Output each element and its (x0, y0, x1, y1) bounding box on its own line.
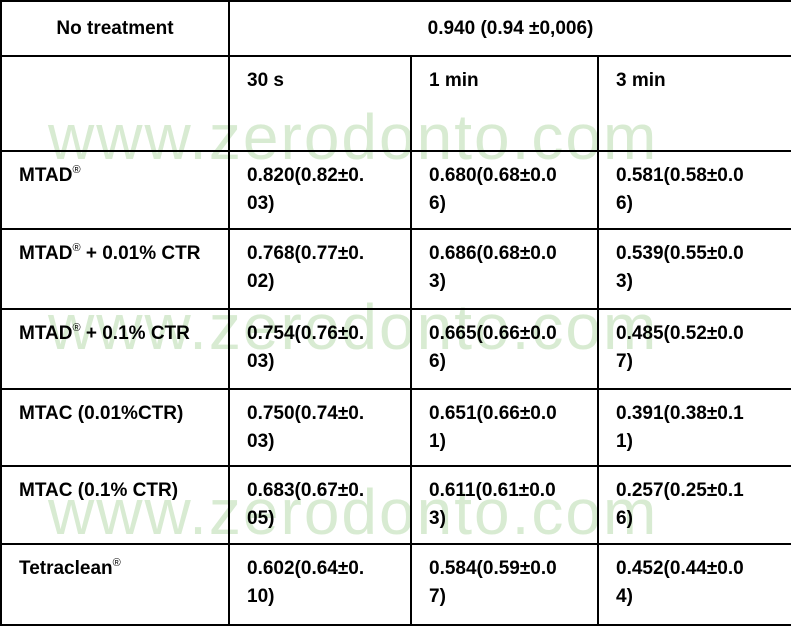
label-text: MTAC (0.1% CTR) (19, 480, 179, 501)
value-cell: 0.754(0.76±0.03) (228, 308, 412, 390)
value-cell: 0.750(0.74±0.03) (228, 388, 412, 467)
value-cell: 0.651(0.66±0.01) (410, 388, 599, 467)
value-cell: 0.680(0.68±0.06) (410, 150, 599, 230)
row-label: MTAC (0.01%CTR) (0, 388, 230, 467)
column-header: 3 min (597, 55, 791, 152)
value-cell: 0.611(0.61±0.03) (410, 465, 599, 545)
value-cell: 0.584(0.59±0.07) (410, 543, 599, 626)
data-row: Tetraclean® 0.602(0.64±0.10) 0.584(0.59±0.… (0, 543, 791, 626)
column-header: 1 min (410, 55, 599, 152)
label-text: MTAD (19, 165, 73, 186)
value-cell: 0.665(0.66±0.06) (410, 308, 599, 390)
label-sup: ® (72, 242, 81, 254)
value-cell: 0.768(0.77±0.02) (228, 228, 412, 310)
label-after: + 0.01% CTR (80, 243, 201, 264)
label-sup: ® (72, 322, 81, 334)
label-sup: ® (112, 557, 121, 569)
value-cell: 0.485(0.52±0.07) (597, 308, 791, 390)
header-row: No treatment 0.940 (0.94 ±0,006) (0, 0, 791, 57)
label-text: MTAD (19, 323, 73, 344)
label-after: + 0.1% CTR (80, 323, 190, 344)
value-cell: 0.683(0.67±0.05) (228, 465, 412, 545)
value-cell: 0.602(0.64±0.10) (228, 543, 412, 626)
data-row: MTAD® + 0.01% CTR 0.768(0.77±0.02) 0.686(0… (0, 228, 791, 310)
label-text: MTAD (19, 243, 73, 264)
value-cell: 0.820(0.82±0.03) (228, 150, 412, 230)
row-label: MTAD® + 0.1% CTR (0, 308, 230, 390)
value-cell: 0.391(0.38±0.11) (597, 388, 791, 467)
value-cell: 0.257(0.25±0.16) (597, 465, 791, 545)
value-cell: 0.686(0.68±0.03) (410, 228, 599, 310)
row-label: Tetraclean® (0, 543, 230, 626)
data-row: MTAD® + 0.1% CTR 0.754(0.76±0.03) 0.665(0.… (0, 308, 791, 390)
column-header: 30 s (228, 55, 412, 152)
data-row: MTAD® 0.820(0.82±0.03) 0.680(0.68±0.06) 0.5… (0, 150, 791, 230)
label-text: MTAC (0.01%CTR) (19, 403, 184, 424)
row-label: MTAD® (0, 150, 230, 230)
label-text: Tetraclean (19, 558, 113, 579)
label-sup: ® (72, 164, 81, 176)
header-cell: 0.940 (0.94 ±0,006) (228, 0, 791, 57)
value-cell: 0.539(0.55±0.03) (597, 228, 791, 310)
value-cell: 0.581(0.58±0.06) (597, 150, 791, 230)
data-row: MTAC (0.1% CTR) 0.683(0.67±0.05) 0.611(0.6… (0, 465, 791, 545)
empty-cell (0, 55, 230, 152)
header-cell: No treatment (0, 0, 230, 57)
data-row: MTAC (0.01%CTR) 0.750(0.74±0.03) 0.651(0.6… (0, 388, 791, 467)
row-label: MTAC (0.1% CTR) (0, 465, 230, 545)
value-cell: 0.452(0.44±0.04) (597, 543, 791, 626)
row-label: MTAD® + 0.01% CTR (0, 228, 230, 310)
